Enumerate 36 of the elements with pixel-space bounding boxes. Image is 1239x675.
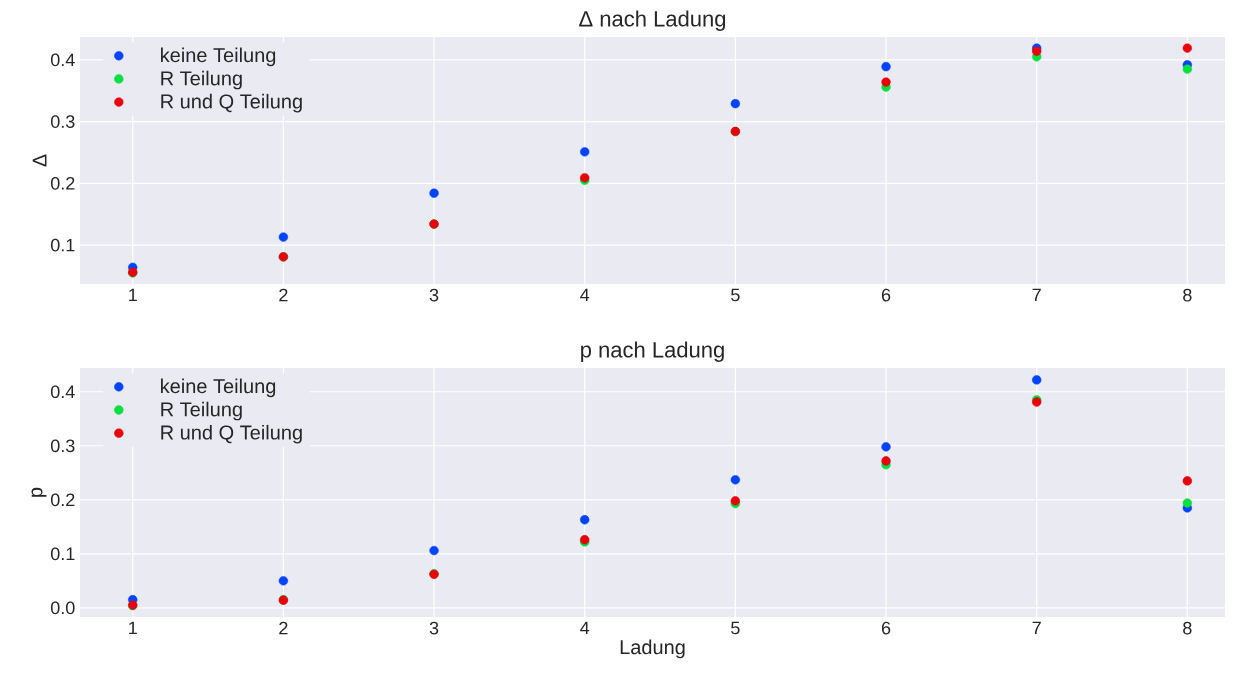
legend-label: keine Teilung [161,378,276,398]
y-tick-label: 0.1 [50,238,75,252]
x-tick-label: 2 [279,288,288,302]
x-tick-label: 2 [279,621,288,635]
x-tick-label: 5 [731,288,740,302]
x-tick-label: 7 [1032,288,1041,302]
y-tick-label: 0.3 [50,115,75,128]
legend-label: keine Teilung [161,47,276,67]
x-tick-label: 1 [129,621,137,635]
x-tick-label: 7 [1032,621,1041,635]
x-tick-label: 5 [731,621,740,635]
y-tick-label: 0.4 [50,53,75,67]
x-tick-label: 8 [1183,288,1192,302]
x-tick-label: 4 [580,621,590,635]
legend-label: R Teilung [161,401,242,421]
chart-title: p nach Ladung [581,341,724,362]
x-tick-label: 8 [1183,621,1192,635]
legend-label: R und Q Teilung [161,93,302,113]
y-tick-label: 0.1 [50,547,75,561]
x-tick-label: 3 [429,621,439,635]
y-tick-label: 0.3 [50,439,75,453]
legend-label: R und Q Teilung [161,424,302,444]
y-tick-label: 0.4 [50,385,75,399]
x-axis-title: Ladung [620,639,685,659]
legend-label: R Teilung [161,70,242,90]
y-axis-title: p [31,487,47,497]
y-axis-title: Δ [32,154,47,167]
x-tick-label: 4 [580,288,590,302]
y-tick-label: 0.0 [50,601,75,615]
x-tick-label: 3 [429,288,439,302]
y-tick-label: 0.2 [50,493,75,507]
x-tick-label: 1 [129,288,137,302]
y-tick-label: 0.2 [50,176,75,190]
chart-title: Δ nach Ladung [579,10,726,31]
x-tick-label: 6 [881,288,891,302]
x-tick-label: 6 [881,621,891,635]
